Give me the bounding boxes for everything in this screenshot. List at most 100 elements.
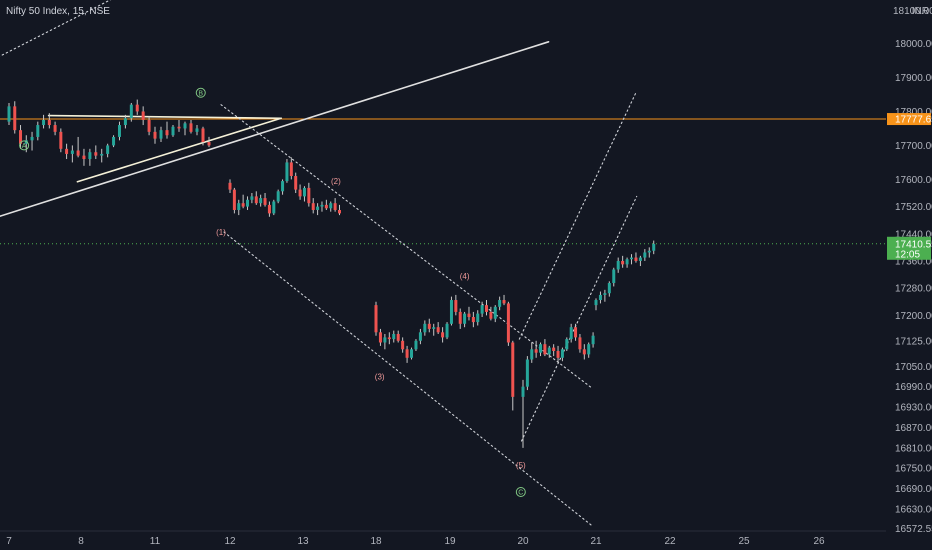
candle xyxy=(281,179,285,195)
candle xyxy=(396,330,400,343)
candle xyxy=(177,119,181,132)
wave-label[interactable]: (2) xyxy=(331,177,341,186)
price-tick-label: 17280.00 xyxy=(895,284,932,295)
price-tick-label: 16990.00 xyxy=(895,382,932,393)
horizontal-level-value: 17777.65 xyxy=(895,115,932,126)
candle-body xyxy=(165,130,169,136)
wave-label-circled[interactable]: A xyxy=(19,140,30,151)
candle xyxy=(153,126,157,144)
candle xyxy=(387,332,391,345)
candle xyxy=(539,342,543,357)
candle xyxy=(76,136,80,158)
candle xyxy=(165,121,169,139)
candle-body xyxy=(578,337,582,350)
candle xyxy=(525,356,529,391)
candle-body xyxy=(53,125,57,132)
time-tick-label: 20 xyxy=(517,536,529,547)
candle xyxy=(53,121,57,136)
candle-body xyxy=(458,311,462,324)
price-tags-layer: 17777.65 17410.5512:05 xyxy=(887,113,932,260)
candle xyxy=(587,342,591,358)
candle xyxy=(427,318,431,333)
candle xyxy=(410,347,414,360)
candle-body xyxy=(333,203,337,210)
candle xyxy=(302,186,306,202)
candle-body xyxy=(498,300,502,307)
up-channel-bottom[interactable] xyxy=(520,195,638,442)
candle xyxy=(267,201,271,217)
candle xyxy=(638,255,642,267)
candle-body xyxy=(302,187,306,197)
candle-body xyxy=(285,162,289,182)
triangle-top[interactable] xyxy=(47,114,282,120)
price-tick-label: 17200.00 xyxy=(895,311,932,322)
wave-label[interactable]: (4) xyxy=(460,272,470,281)
candle xyxy=(254,191,258,205)
candle xyxy=(338,204,341,216)
candle-body xyxy=(560,349,564,358)
price-tick-label: 17600.00 xyxy=(895,175,932,186)
candle-body xyxy=(427,323,431,329)
wave-labels-layer: (1) (2) (3) (4) (5) A B C xyxy=(19,87,526,497)
price-tick-label: 17125.00 xyxy=(895,336,932,347)
candle-body xyxy=(414,340,418,350)
time-tick-label: 11 xyxy=(150,536,161,547)
candle xyxy=(106,143,110,158)
candle-body xyxy=(123,118,127,126)
candle xyxy=(414,339,418,351)
candle-body xyxy=(598,294,602,301)
price-tick-label: 17520.00 xyxy=(895,202,932,213)
candle xyxy=(207,136,211,148)
candle-body xyxy=(471,317,475,323)
wave-label[interactable]: (1) xyxy=(216,228,226,237)
candle-body xyxy=(552,347,556,351)
wave-label[interactable]: (5) xyxy=(516,461,526,470)
price-axis[interactable] xyxy=(886,0,932,550)
candle xyxy=(582,344,586,360)
wave-label[interactable]: (3) xyxy=(375,372,385,381)
bar-countdown: 12:05 xyxy=(895,249,920,260)
current-price-tag[interactable]: 17410.5512:05 xyxy=(887,236,932,260)
candle-body xyxy=(59,131,63,149)
wave-label-text: C xyxy=(518,489,523,496)
candle xyxy=(534,340,538,358)
wave-label-circled[interactable]: C xyxy=(515,486,526,497)
time-tick-label: 21 xyxy=(590,536,602,547)
long-trendline[interactable] xyxy=(0,41,550,218)
candle-body xyxy=(638,257,642,261)
candle xyxy=(467,306,471,321)
candle xyxy=(241,194,245,209)
candle-body xyxy=(36,125,40,137)
candle-body xyxy=(24,140,28,144)
candle-body xyxy=(316,206,320,210)
candle-body xyxy=(159,130,163,139)
horizontal-level-tag[interactable]: 17777.65 xyxy=(887,113,932,126)
candle-body xyxy=(237,203,241,210)
candle xyxy=(476,310,480,326)
current-price-tag-background xyxy=(887,236,931,260)
price-tick-label: 17050.00 xyxy=(895,362,932,373)
candle-body xyxy=(534,349,538,353)
candle-body xyxy=(476,313,480,323)
wave-label-circled[interactable]: B xyxy=(195,87,206,98)
candle xyxy=(320,201,324,212)
candle xyxy=(506,301,510,346)
triangle-bottom[interactable] xyxy=(76,117,282,183)
candle xyxy=(36,121,40,141)
down-channel-top[interactable] xyxy=(220,104,593,389)
candle-body xyxy=(294,176,298,190)
candle-body xyxy=(207,142,211,146)
candle xyxy=(88,148,92,166)
upper-dotted-line[interactable] xyxy=(0,0,151,57)
candle-body xyxy=(467,313,471,318)
candle xyxy=(616,257,620,273)
candle-body xyxy=(634,257,638,261)
candle xyxy=(485,300,488,316)
price-axis-background xyxy=(886,0,932,550)
candle-body xyxy=(582,349,586,355)
down-channel-bottom[interactable] xyxy=(223,231,593,527)
up-channel-top[interactable] xyxy=(518,90,638,340)
price-tick-label: 17700.00 xyxy=(895,141,932,152)
